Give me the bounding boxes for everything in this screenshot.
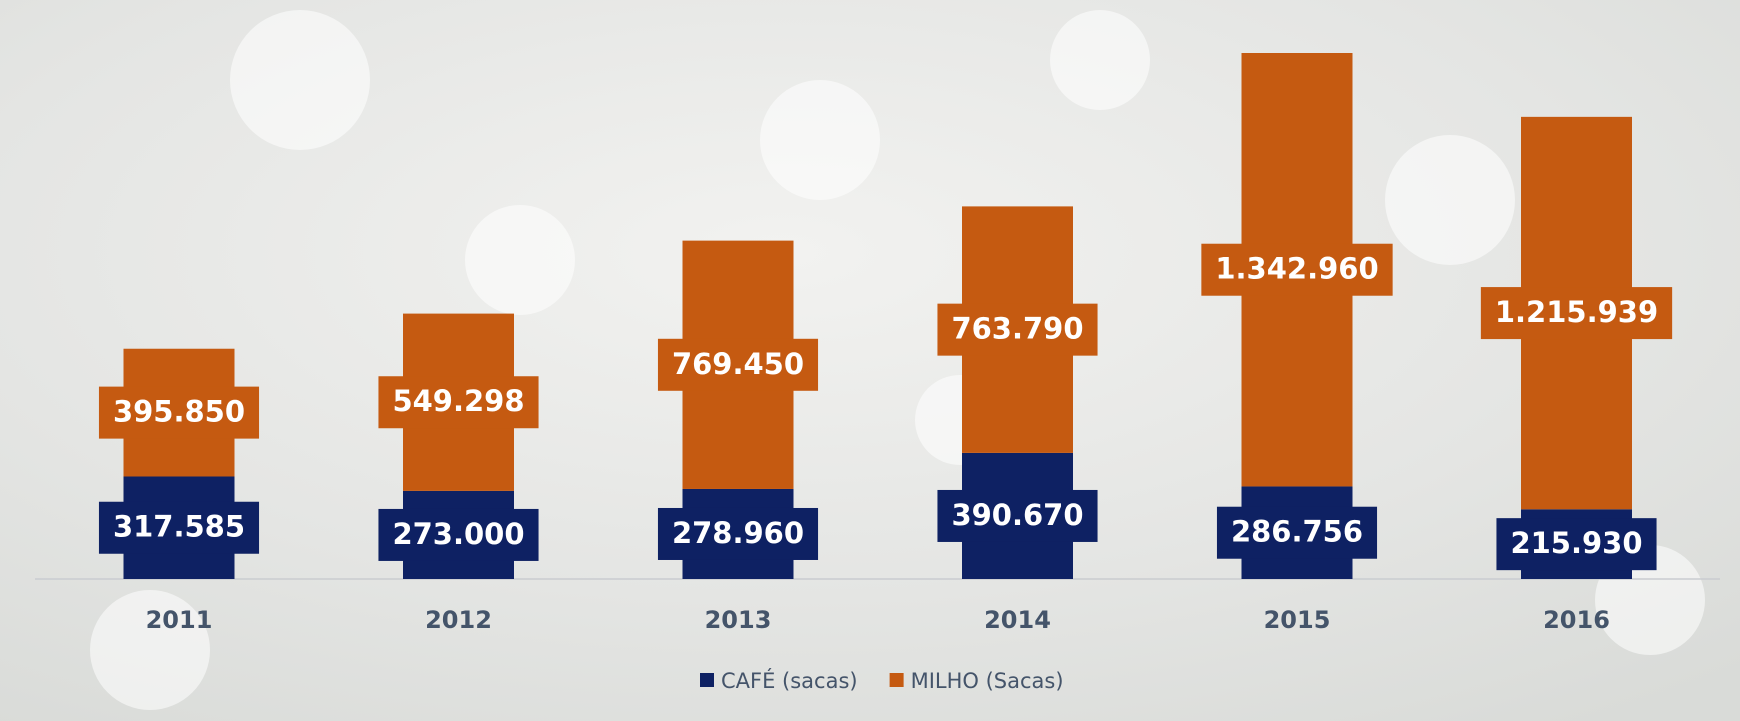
data-label: 1.342.960 [1215, 252, 1378, 286]
legend-swatch [700, 673, 714, 687]
x-tick-label: 2014 [984, 606, 1051, 634]
x-tick-label: 2016 [1543, 606, 1610, 634]
data-label: 390.670 [951, 498, 1083, 532]
data-label: 317.585 [113, 510, 245, 544]
x-tick-label: 2011 [146, 606, 213, 634]
data-label: 286.756 [1231, 515, 1363, 549]
legend-label: CAFÉ (sacas) [721, 668, 858, 693]
data-label: 215.930 [1510, 526, 1642, 560]
data-label: 549.298 [392, 384, 524, 418]
x-tick-label: 2015 [1264, 606, 1331, 634]
legend-label: MILHO (Sacas) [911, 669, 1064, 693]
legend-swatch [890, 673, 904, 687]
data-label: 763.790 [951, 312, 1083, 346]
data-label: 395.850 [113, 395, 245, 429]
data-label: 278.960 [672, 516, 804, 550]
x-tick-label: 2013 [705, 606, 772, 634]
chart: 317.585 395.850 2011 273.000 549.298 2012 278.… [0, 0, 1740, 721]
data-label: 273.000 [392, 517, 524, 551]
x-tick-label: 2012 [425, 606, 492, 634]
data-label: 769.450 [672, 347, 804, 381]
data-label: 1.215.939 [1495, 295, 1658, 329]
